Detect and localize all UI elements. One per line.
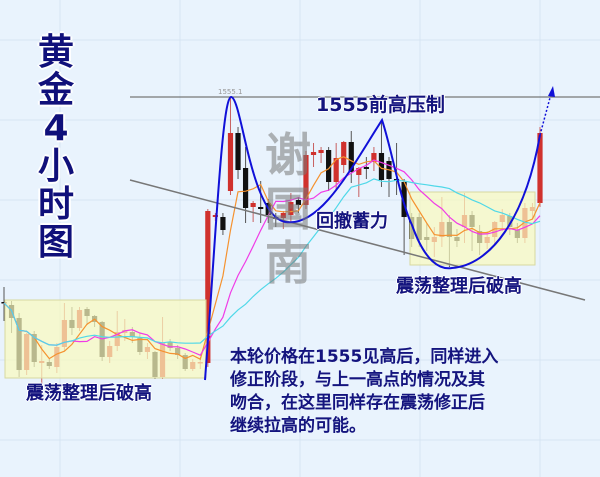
- candle-body: [401, 182, 407, 217]
- candle-body: [326, 150, 332, 182]
- watermark-char: 南: [265, 236, 311, 290]
- candle-body: [205, 211, 211, 363]
- candle: [363, 157, 369, 179]
- candle: [378, 120, 385, 187]
- candle-body: [303, 155, 309, 205]
- title-char: 小: [37, 146, 74, 187]
- projection-arrow: [539, 93, 552, 136]
- candle: [386, 157, 392, 197]
- candle-body: [288, 202, 294, 215]
- candle: [227, 96, 234, 195]
- price-label: 1555.1: [218, 88, 243, 96]
- candle-body: [258, 207, 264, 209]
- commentary-line: 吻合，在这里同样存在震荡修正后: [230, 393, 485, 413]
- candle: [333, 143, 339, 191]
- candle-body: [348, 142, 354, 172]
- candle: [371, 147, 377, 171]
- moving-averages: [3, 156, 541, 361]
- candle: [1, 287, 7, 321]
- candle: [310, 143, 317, 167]
- candle-body: [212, 215, 218, 217]
- commentary-line: 本轮价格在1555见高后，同样进入: [230, 347, 499, 367]
- candle-body: [280, 213, 286, 218]
- annotation-resistance: 1555前高压制: [316, 94, 445, 116]
- commentary-line: 修正阶段，与上一高点的情况及其: [230, 370, 485, 390]
- candle-body: [250, 203, 256, 207]
- candle-body: [295, 200, 302, 205]
- annotation-breakout-right: 震荡整理后破高: [396, 276, 522, 297]
- candle: [250, 201, 256, 222]
- candle: [401, 179, 407, 255]
- candle-body: [235, 133, 241, 170]
- ma-fast-line: [3, 156, 541, 361]
- annotation-breakout-left: 震荡整理后破高: [26, 383, 152, 404]
- candle-body: [341, 142, 347, 165]
- candle-body: [242, 168, 249, 208]
- candle-body: [371, 153, 377, 162]
- chart-title: 黄 金 4 小 时 图: [34, 34, 78, 262]
- title-char: 图: [37, 222, 74, 263]
- candle: [258, 181, 264, 223]
- candle-body: [1, 302, 7, 304]
- candle-body: [537, 133, 543, 203]
- commentary-text: 本轮价格在1555见高后，同样进入 修正阶段，与上一高点的情况及其 吻合，在这里…: [230, 346, 598, 438]
- ma-mid-line: [3, 159, 541, 356]
- arrow-head-icon: [548, 86, 555, 97]
- watermark-char: 国: [265, 182, 311, 236]
- candle: [356, 167, 362, 197]
- annotation-pullback: 回撤蓄力: [316, 211, 388, 232]
- candle-body: [227, 133, 234, 191]
- watermark: 谢 国 南: [258, 128, 318, 290]
- title-char: 4: [43, 108, 69, 149]
- candle-body: [378, 153, 385, 180]
- title-char: 黄: [37, 32, 74, 73]
- candle: [220, 213, 226, 235]
- candle-body: [363, 167, 369, 169]
- candle-body: [318, 150, 324, 153]
- title-char: 时: [37, 184, 74, 225]
- candle-body: [220, 217, 226, 230]
- candle: [235, 127, 241, 179]
- candle: [318, 147, 324, 163]
- watermark-char: 谢: [265, 128, 311, 182]
- trend-line: [129, 179, 586, 301]
- projection-curve: [204, 95, 541, 381]
- candle-body: [333, 158, 339, 182]
- title-char: 金: [37, 70, 74, 111]
- candle-body: [310, 152, 317, 155]
- commentary-line: 继续拉高的可能。: [230, 416, 366, 436]
- candle: [288, 193, 294, 223]
- candle: [348, 131, 354, 183]
- candle-body: [356, 168, 362, 175]
- ma-slow-line: [3, 178, 541, 346]
